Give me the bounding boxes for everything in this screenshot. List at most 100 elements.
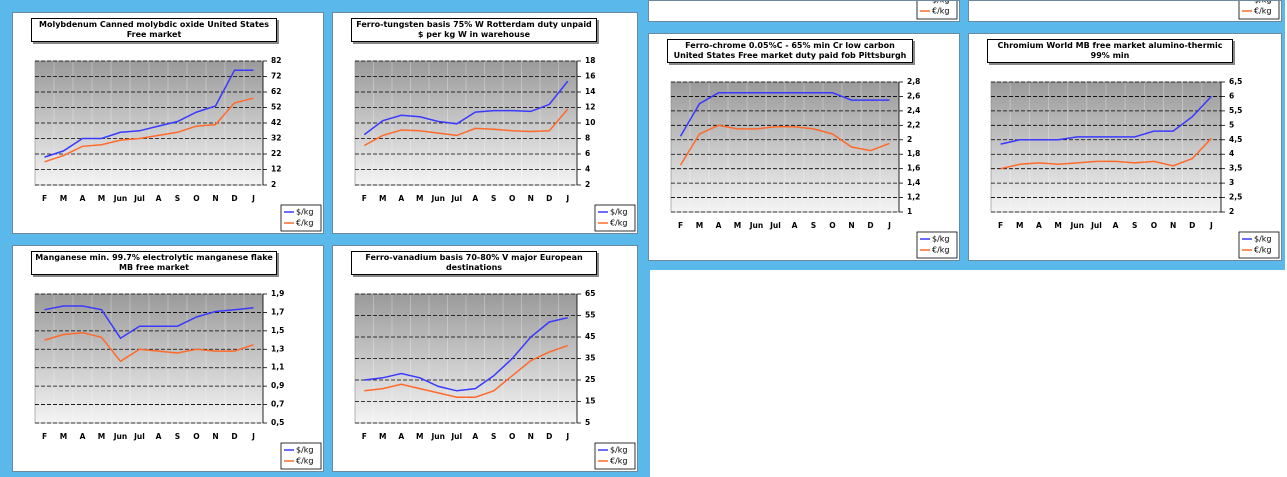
x-tick-label: Jun [431, 432, 445, 441]
legend-label: $/kg [296, 208, 314, 217]
chart-title: Ferro-vanadium basis 70-80% V major Euro… [351, 251, 597, 275]
y-tick-label: 2 [907, 135, 912, 144]
x-tick-label: S [1132, 221, 1137, 230]
y-tick-label: 18 [585, 56, 595, 65]
x-tick-label: Jun [1070, 221, 1084, 230]
x-tick-label: S [491, 194, 496, 203]
x-tick-label: A [472, 194, 478, 203]
y-tick-label: 1,8 [907, 149, 920, 158]
x-tick-label: M [1016, 221, 1023, 230]
x-tick-label: S [811, 221, 816, 230]
chart-title: Chromium World MB free market alumino-th… [987, 39, 1233, 63]
x-tick-label: J [1209, 221, 1213, 230]
y-tick-label: 12 [585, 103, 595, 112]
y-tick-label: 4,5 [1229, 135, 1242, 144]
legend-label: $/kg [610, 446, 628, 455]
x-tick-label: N [848, 221, 854, 230]
y-tick-label: 1,3 [271, 344, 284, 353]
series-line [44, 69, 254, 158]
series-line [364, 344, 569, 398]
y-tick-label: 15 [585, 397, 595, 406]
chart-title: Ferro-chrome 0.05%C - 65% min Cr low car… [667, 39, 913, 63]
legend-label: $/kg [1254, 235, 1272, 244]
y-tick-label: 4 [585, 165, 590, 174]
y-tick-label: 65 [585, 289, 595, 298]
series-line [1000, 137, 1212, 170]
x-tick-label: D [1189, 221, 1195, 230]
series-line [363, 80, 569, 136]
y-tick-label: 72 [271, 72, 281, 81]
x-tick-label: F [678, 221, 683, 230]
x-tick-label: M [60, 194, 67, 203]
x-tick-label: F [362, 194, 367, 203]
plot-area [670, 81, 900, 213]
x-tick-label: A [398, 194, 404, 203]
y-tick-label: 25 [585, 375, 595, 384]
x-tick-label: A [156, 432, 162, 441]
y-tick-label: 1,6 [907, 164, 920, 173]
y-tick-label: 2 [1229, 207, 1234, 216]
x-tick-label: N [212, 432, 218, 441]
x-tick-label: Jun [113, 432, 127, 441]
y-tick-label: 2,2 [907, 120, 920, 129]
y-tick-label: 2 [271, 180, 276, 189]
chart: $/kg €/kg [916, 1, 958, 20]
x-tick-label: F [998, 221, 1003, 230]
chart-panel: $/kg €/kg [648, 0, 960, 22]
x-tick-label: Jul [133, 432, 145, 441]
x-tick-label: M [734, 221, 741, 230]
x-tick-label: A [1036, 221, 1042, 230]
x-tick-label: Jun [113, 194, 127, 203]
legend-label: €/kg [1254, 7, 1272, 16]
series-line [1000, 95, 1212, 145]
x-tick-label: M [1054, 221, 1061, 230]
series-line [363, 108, 569, 147]
x-tick-label: N [212, 194, 218, 203]
chart-title: Manganese min. 99.7% electrolytic mangan… [31, 251, 277, 275]
y-tick-label: 5 [1229, 120, 1234, 129]
x-tick-label: Jun [749, 221, 763, 230]
x-tick-label: D [867, 221, 873, 230]
y-tick-label: 35 [585, 354, 595, 363]
x-tick-label: O [193, 194, 199, 203]
y-tick-label: 0,7 [271, 400, 284, 409]
y-tick-label: 5,5 [1229, 106, 1242, 115]
x-tick-label: M [416, 432, 423, 441]
x-tick-label: M [98, 432, 105, 441]
y-tick-label: 12 [271, 165, 281, 174]
x-tick-label: J [251, 432, 255, 441]
y-tick-label: 55 [585, 311, 595, 320]
y-tick-label: 1,7 [271, 307, 284, 316]
x-tick-label: N [1170, 221, 1176, 230]
y-tick-label: 6 [1229, 91, 1234, 100]
chart: $/kg €/kg 1 1,2 1,4 1,6 1,8 2 2,2 2,4 2,6 2,8 F M A M Ju… [670, 77, 958, 259]
legend-box [594, 442, 636, 470]
y-tick-label: 1,9 [271, 289, 284, 298]
x-tick-label: F [42, 194, 47, 203]
x-tick-label: Jul [1090, 221, 1102, 230]
x-tick-label: F [42, 432, 47, 441]
legend-label: €/kg [932, 246, 950, 255]
chart: $/kg €/kg 0,5 0,7 0,9 1,1 1,3 1,5 1,7 1,9 F M A M Jun J… [34, 289, 322, 470]
y-tick-label: 6,5 [1229, 77, 1242, 86]
chart-panel: Ferro-chrome 0.05%C - 65% min Cr low car… [648, 33, 960, 261]
chart-title: Ferro-tungsten basis 75% W Rotterdam dut… [351, 18, 597, 42]
chart-panel: Molybdenum Canned molybdic oxide United … [12, 12, 324, 234]
y-tick-label: 42 [271, 118, 281, 127]
x-tick-label: N [528, 194, 534, 203]
x-tick-label: J [565, 432, 569, 441]
legend-box [916, 1, 958, 20]
series-line [679, 124, 890, 166]
legend-box [280, 204, 322, 232]
y-tick-label: 4 [1229, 149, 1234, 158]
x-tick-label: M [379, 432, 386, 441]
legend-box [916, 231, 958, 259]
x-tick-label: F [362, 432, 367, 441]
x-tick-label: D [546, 432, 552, 441]
y-tick-label: 16 [585, 72, 595, 81]
x-tick-label: A [1113, 221, 1119, 230]
series-line [679, 92, 890, 137]
x-tick-label: Jul [769, 221, 781, 230]
y-tick-label: 1,5 [271, 326, 284, 335]
x-tick-label: J [565, 194, 569, 203]
